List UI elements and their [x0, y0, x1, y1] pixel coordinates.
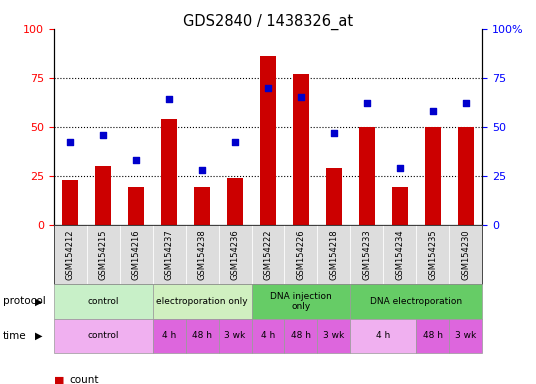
Bar [62, 180, 78, 225]
Text: 3 wk: 3 wk [455, 331, 477, 341]
Point [461, 100, 470, 106]
Bar [161, 119, 177, 225]
Bar [425, 127, 441, 225]
Text: electroporation only: electroporation only [156, 297, 248, 306]
Point [198, 167, 206, 173]
Text: GSM154237: GSM154237 [165, 229, 174, 280]
Bar [392, 187, 408, 225]
Text: 48 h: 48 h [423, 331, 443, 341]
Text: control: control [87, 331, 119, 341]
Point [396, 165, 404, 171]
Bar [293, 74, 309, 225]
Text: 48 h: 48 h [192, 331, 212, 341]
Text: 4 h: 4 h [376, 331, 391, 341]
Text: GSM154226: GSM154226 [296, 229, 306, 280]
Text: GSM154215: GSM154215 [99, 229, 108, 280]
Text: DNA injection
only: DNA injection only [270, 292, 332, 311]
Text: GSM154216: GSM154216 [131, 229, 140, 280]
Bar [95, 166, 111, 225]
Text: GSM154234: GSM154234 [396, 229, 405, 280]
Text: ■: ■ [54, 375, 64, 384]
Bar [359, 127, 375, 225]
Point [297, 94, 306, 101]
Text: time: time [3, 331, 26, 341]
Text: 48 h: 48 h [291, 331, 311, 341]
Point [330, 129, 338, 136]
Point [165, 96, 173, 103]
Text: count: count [70, 375, 99, 384]
Bar [194, 187, 210, 225]
Point [132, 157, 140, 163]
Bar [326, 168, 342, 225]
Text: GSM154238: GSM154238 [198, 229, 206, 280]
Point [429, 108, 437, 114]
Point [230, 139, 239, 146]
Text: GSM154230: GSM154230 [461, 229, 471, 280]
Point [99, 131, 107, 137]
Text: ▶: ▶ [35, 331, 43, 341]
Text: DNA electroporation: DNA electroporation [370, 297, 463, 306]
Bar [260, 56, 276, 225]
Text: control: control [87, 297, 119, 306]
Text: GSM154236: GSM154236 [230, 229, 240, 280]
Text: GSM154218: GSM154218 [330, 229, 338, 280]
Text: ▶: ▶ [35, 296, 43, 306]
Point [66, 139, 75, 146]
Text: 4 h: 4 h [162, 331, 176, 341]
Bar [227, 178, 243, 225]
Bar [458, 127, 474, 225]
Text: 3 wk: 3 wk [323, 331, 345, 341]
Point [264, 84, 272, 91]
Text: 4 h: 4 h [261, 331, 275, 341]
Text: 3 wk: 3 wk [225, 331, 245, 341]
Text: GDS2840 / 1438326_at: GDS2840 / 1438326_at [183, 13, 353, 30]
Text: GSM154235: GSM154235 [428, 229, 437, 280]
Text: GSM154222: GSM154222 [264, 229, 272, 280]
Text: protocol: protocol [3, 296, 46, 306]
Text: GSM154233: GSM154233 [362, 229, 371, 280]
Text: GSM154212: GSM154212 [65, 229, 75, 280]
Point [363, 100, 371, 106]
Bar [128, 187, 144, 225]
